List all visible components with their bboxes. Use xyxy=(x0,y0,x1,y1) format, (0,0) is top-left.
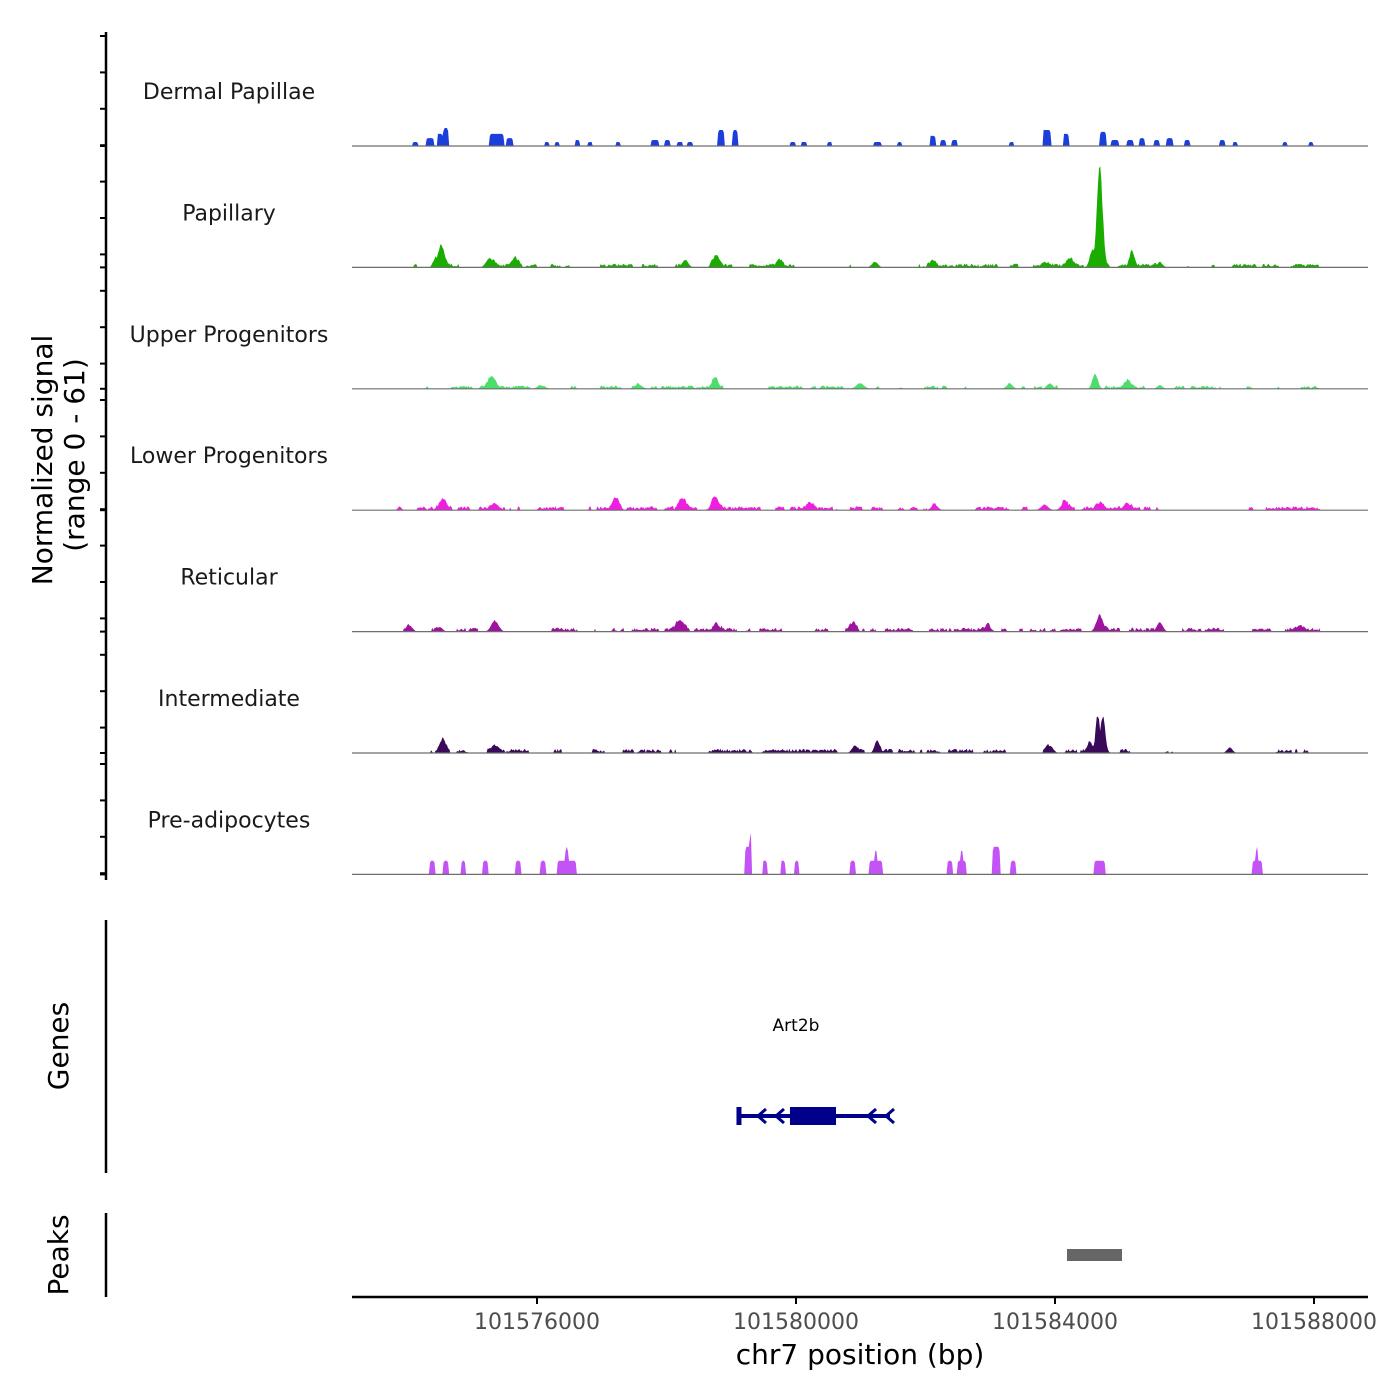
track-lower-progenitors: Lower Progenitors xyxy=(130,444,1368,511)
signal-area xyxy=(352,614,1368,632)
track-papillary: Papillary xyxy=(182,166,1368,268)
signal-area xyxy=(352,716,1368,753)
track-label: Reticular xyxy=(180,566,278,591)
signal-area xyxy=(352,832,1368,875)
strand-arrow-icon xyxy=(755,1107,767,1125)
track-label: Pre-adipocytes xyxy=(148,808,311,833)
track-dermal-papillae: Dermal Papillae xyxy=(143,80,1368,147)
track-label: Upper Progenitors xyxy=(130,323,329,348)
y-axis-title: Normalized signal xyxy=(26,335,59,586)
gene-label: Art2b xyxy=(773,1016,820,1036)
peaks-panel-title: Peaks xyxy=(42,1214,75,1295)
genes-panel: Art2b xyxy=(736,1016,895,1125)
strand-arrow-icon xyxy=(773,1107,785,1125)
track-label: Dermal Papillae xyxy=(143,80,315,105)
track-label: Intermediate xyxy=(158,687,300,712)
strand-arrow-icon xyxy=(883,1107,895,1125)
gene-coding-exon xyxy=(789,1107,837,1125)
genes-panel-title: Genes xyxy=(42,1002,75,1090)
x-tick-label: 101584000 xyxy=(992,1310,1118,1335)
x-axis-title: chr7 position (bp) xyxy=(736,1338,985,1371)
track-upper-progenitors: Upper Progenitors xyxy=(130,323,1368,390)
track-label: Papillary xyxy=(182,201,276,226)
track-intermediate: Intermediate xyxy=(158,687,1368,754)
peak-region xyxy=(1066,1249,1123,1261)
x-tick-label: 101576000 xyxy=(474,1310,600,1335)
x-axis-ticks: 101576000 101580000 101584000 101588000 xyxy=(474,1297,1377,1335)
x-tick-label: 101580000 xyxy=(733,1310,859,1335)
peaks-panel xyxy=(1066,1249,1123,1261)
signal-area xyxy=(352,128,1368,146)
strand-arrow-icon xyxy=(865,1107,877,1125)
track-pre-adipocytes: Pre-adipocytes xyxy=(148,808,1368,876)
signal-area xyxy=(352,496,1368,511)
track-reticular: Reticular xyxy=(180,566,1368,633)
track-label: Lower Progenitors xyxy=(130,444,328,469)
signal-tracks: Dermal Papillae Papillary Upper Progenitor… xyxy=(130,80,1368,876)
x-tick-label: 101588000 xyxy=(1251,1310,1377,1335)
y-axis-subtitle: (range 0 - 61) xyxy=(58,358,91,552)
strand-arrow-icon xyxy=(791,1107,803,1125)
signal-y-axis xyxy=(100,32,108,880)
signal-area xyxy=(352,373,1368,389)
signal-area xyxy=(352,166,1368,268)
